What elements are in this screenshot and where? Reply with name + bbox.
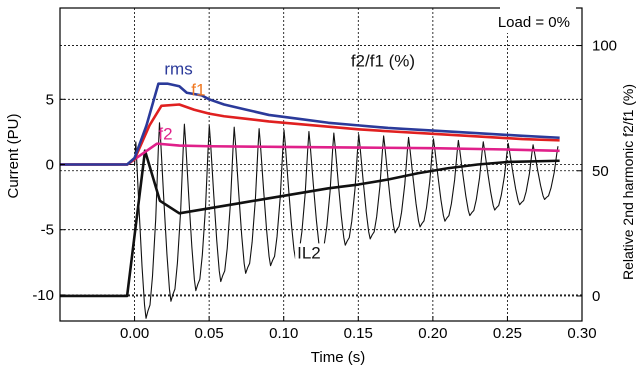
x-tick-label: 0.25 — [493, 325, 522, 342]
x-tick-label: 0.00 — [120, 325, 149, 342]
x-axis-label: Time (s) — [311, 349, 365, 366]
series-line-f2 — [60, 142, 560, 166]
series-line-rms — [60, 82, 560, 166]
series-line-f1 — [60, 103, 560, 166]
annotation-text: Load = 0% — [498, 14, 570, 31]
x-tick-label: 0.15 — [344, 325, 373, 342]
series-layer — [60, 82, 560, 319]
series-label: rms — [164, 60, 192, 79]
x-tick-label: 0.30 — [567, 325, 596, 342]
y-tick-label: -10 — [32, 287, 54, 304]
y-tick-label: 5 — [46, 91, 54, 108]
axis-ticks: 0.00 0.05 0.10 0.15 0.20 0.25 0.30-10-50505010… — [32, 38, 617, 342]
series-line-il2 — [60, 122, 559, 319]
series-label-bg — [295, 243, 330, 264]
y2-axis-label: Relative 2nd harmonic f2/f1 (%) — [620, 84, 636, 280]
y-axis-label: Current (PU) — [5, 113, 22, 198]
annotation-box — [500, 7, 576, 33]
y2-tick-label: 50 — [592, 163, 609, 180]
grid-lines — [60, 8, 583, 321]
y2-tick-label: 100 — [592, 38, 617, 55]
y2-tick-label: 0 — [592, 288, 600, 305]
series-label: f2/f1 (%) — [351, 52, 415, 71]
x-tick-label: 0.10 — [269, 325, 298, 342]
series-label: f1 — [191, 80, 205, 99]
series-label: f2 — [158, 125, 172, 144]
x-tick-label: 0.20 — [418, 325, 447, 342]
series-label: IL2 — [297, 243, 321, 262]
series-line-f2-f1- — [60, 149, 560, 298]
y-tick-label: 0 — [46, 157, 54, 174]
x-tick-label: 0.05 — [195, 325, 224, 342]
y-tick-label: -5 — [41, 222, 54, 239]
